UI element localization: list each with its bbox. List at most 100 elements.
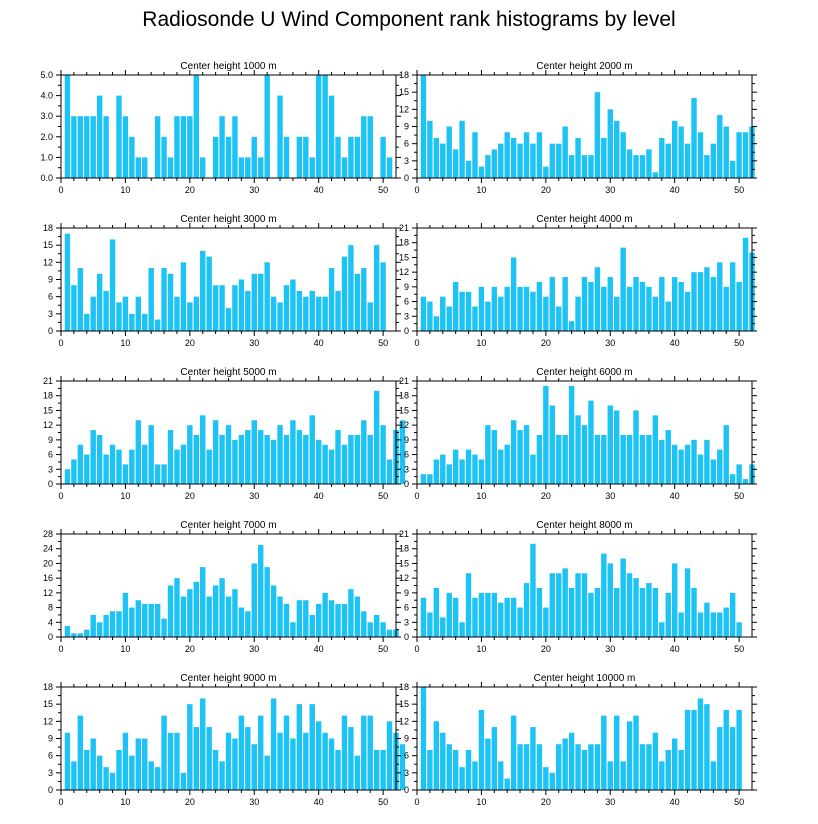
panel-1-bar-47	[361, 116, 367, 178]
panel-10-bar-26	[581, 749, 588, 790]
panel-5-bar-34	[277, 425, 283, 484]
panel-4-bar-40	[671, 277, 678, 331]
panel-9-bar-9	[116, 749, 122, 790]
panel-9-bar-10	[122, 732, 129, 790]
panel-9-bar-43	[335, 749, 341, 790]
panel-6-bar-11	[485, 425, 491, 484]
panel-3-bar-27	[232, 285, 238, 331]
panel-9-bar-18	[174, 732, 180, 790]
panel-2-bar-36	[646, 149, 652, 178]
panel-4-bar-17	[523, 286, 530, 331]
panel-10-ytick-label-6: 18	[399, 682, 409, 692]
panel-6-bar-8	[465, 449, 472, 484]
panel-9-bar-23	[206, 727, 212, 790]
panel-5-bar-11	[129, 449, 135, 484]
panel-10-ytick-label-0: 0	[404, 785, 409, 795]
panel-10-ytick-label-1: 3	[404, 768, 409, 778]
panel-7-bar-27	[232, 589, 238, 637]
panel-7-bar-51	[386, 629, 393, 637]
panel-10-ytick-label-4: 12	[399, 716, 409, 726]
panel-1-bar-24	[212, 136, 219, 178]
panel-3-xtick-label-5: 50	[378, 338, 388, 348]
panel-1-bar-44	[341, 157, 348, 178]
panel-5-ytick-label-6: 18	[43, 391, 53, 401]
panel-5-bar-21	[193, 434, 199, 484]
panel-9-bar-40	[315, 721, 322, 790]
panel-2-bar-38	[659, 137, 665, 178]
panel-1-bar-35	[283, 136, 290, 178]
panel-7-bar-46	[354, 596, 361, 637]
panel-2-ytick-label-0: 0	[404, 173, 409, 183]
panel-10-bar-45	[704, 704, 710, 790]
panel-3-bar-32	[264, 262, 270, 331]
panel-3-bar-34	[277, 302, 283, 331]
panel-3-bar-15	[154, 319, 161, 331]
panel-5-bar-14	[148, 425, 154, 484]
panel-8-bar-13	[498, 602, 504, 637]
panel-9-bar-5	[90, 738, 96, 790]
panel-7-bar-1	[64, 625, 71, 637]
panel-8-bar-28	[594, 587, 601, 637]
panel-3-bar-29	[245, 290, 251, 331]
panel-8-bar-7	[459, 622, 465, 637]
panel-5-bar-33	[270, 439, 277, 484]
panel-8-bar-40	[671, 563, 678, 637]
panel-5-bar-49	[373, 390, 380, 484]
panel-7-bar-19	[180, 596, 187, 637]
panel-2-bar-24	[568, 155, 575, 178]
panel-2-bar-26	[581, 155, 588, 178]
panel-2-bar-17	[523, 132, 530, 178]
panel-5-bar-46	[354, 434, 361, 484]
panel-6-bar-38	[659, 439, 665, 484]
panel-4-bar-41	[678, 281, 684, 331]
panel-7-bar-11	[129, 607, 135, 637]
panel-1-bar-13	[142, 157, 148, 178]
panel-5-bar-1	[64, 469, 71, 484]
panel-8-title: Center height 8000 m	[536, 520, 632, 531]
panel-8-bar-24	[568, 587, 575, 637]
panel-3-bar-4	[84, 313, 90, 331]
panel-3-bar-24	[212, 285, 219, 331]
panel-8-bar-34	[633, 578, 639, 637]
panel-5-xtick-label-0: 0	[58, 491, 63, 501]
panel-7-bar-29	[245, 611, 251, 637]
panel-4-bar-33	[626, 286, 633, 331]
panel-8-bar-45	[704, 602, 710, 637]
panel-4-ytick-label-1: 3	[404, 311, 409, 321]
panel-2-bar-47	[717, 115, 723, 178]
panel-8-bar-31	[614, 587, 620, 637]
panel-4-title: Center height 4000 m	[536, 214, 632, 225]
panel-2-bar-23	[562, 126, 568, 178]
panel-6-bar-43	[691, 439, 697, 484]
panel-7-ytick-label-0: 0	[48, 632, 53, 642]
panel-7-bar-38	[303, 600, 309, 637]
panel-4-bar-25	[575, 296, 581, 331]
panel-7-bar-6	[96, 622, 103, 637]
panel-2-xtick-label-4: 40	[670, 185, 680, 195]
panel-2-ytick-label-5: 15	[399, 87, 409, 97]
panel-5-ytick-label-0: 0	[48, 479, 53, 489]
panel-4-bar-6	[452, 281, 459, 331]
panel-8-bar-12	[491, 592, 498, 637]
panel-6-bar-30	[607, 405, 613, 484]
panel-8-xtick-label-2: 20	[541, 644, 551, 654]
panel-9-bar-49	[373, 749, 380, 790]
panel-10-bar-33	[626, 721, 633, 790]
panel-9-bar-7	[103, 767, 109, 790]
panel-10-bar-46	[710, 761, 717, 790]
panel-6-bar-10	[478, 459, 485, 484]
panel-8-bar-19	[536, 587, 543, 637]
panel-3-bar-31	[258, 273, 264, 331]
panel-9-bar-12	[135, 738, 142, 790]
panel-5-bar-43	[335, 430, 341, 484]
panel-6-bar-29	[601, 434, 607, 484]
panel-3-ytick-label-0: 0	[48, 326, 53, 336]
panel-10-bar-11	[485, 738, 491, 790]
panel-1-ytick-label-1: 1.0	[40, 152, 53, 162]
panel-4-ytick-label-0: 0	[404, 326, 409, 336]
panel-3-bar-47	[361, 268, 367, 331]
panel-5-bar-50	[380, 425, 386, 484]
panel-3-bar-36	[290, 279, 296, 331]
panel-5-ytick-label-7: 21	[43, 376, 53, 386]
panel-3-bar-26	[225, 308, 232, 331]
